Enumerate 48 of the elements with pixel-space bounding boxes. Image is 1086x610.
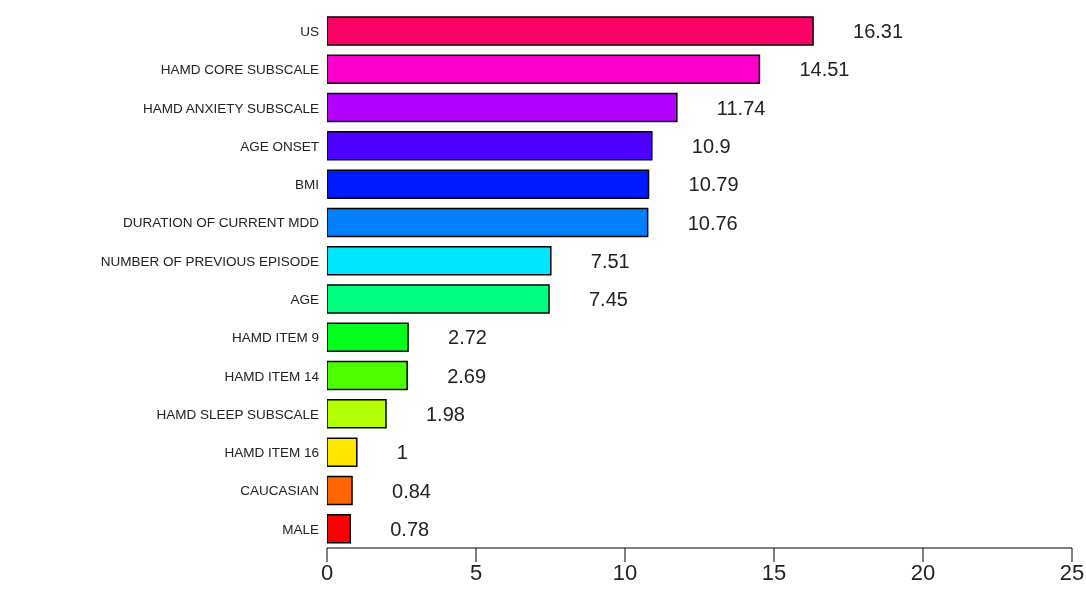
bar [327,360,408,391]
y-tick-label: HAMD ITEM 16 [224,445,319,461]
y-tick-label: BMI [294,177,319,193]
data-label: 1.98 [426,402,465,425]
y-tick-label: HAMD ANXIETY SUBSCALE [142,100,319,116]
bar [327,54,761,85]
data-label: 10.79 [688,173,739,196]
bar [327,437,358,467]
x-tick-label: 0 [320,559,334,585]
y-tick-label: CAUCASIAN [240,483,319,499]
x-tick-label: 5 [469,559,483,585]
y-tick-label: HAMD ITEM 14 [224,368,320,384]
data-label: 10.76 [687,211,738,234]
x-tick-label: 10 [612,559,638,585]
y-tick-label: HAMD CORE SUBSCALE [160,62,319,78]
data-label: 2.72 [448,326,487,349]
data-label: 14.51 [799,58,850,81]
y-tick-label: HAMD SLEEP SUBSCALE [156,406,319,422]
y-tick-label: AGE [290,291,319,307]
bar [327,92,678,123]
bar [327,245,552,276]
x-tick-label: 20 [910,559,936,585]
y-tick-label: AGE ONSET [240,138,319,154]
data-label: 7.51 [590,249,630,272]
data-label: 16.31 [853,20,904,43]
data-label: 0.78 [390,517,430,540]
bar [327,207,649,238]
bar [327,131,653,161]
x-tick-label: 15 [761,559,787,585]
data-label: 11.74 [716,96,766,119]
y-tick-label: DURATION OF CURRENT MDD [123,215,320,231]
data-label: 2.69 [447,364,487,387]
bar [327,399,387,429]
bar [327,513,351,544]
data-label: 0.84 [392,479,431,502]
bar [327,322,409,353]
bar [327,16,814,46]
x-tick-label: 25 [1059,559,1085,585]
data-label: 10.9 [691,134,731,157]
y-tick-label: NUMBER OF PREVIOUS EPISODE [100,253,319,269]
y-tick-label: HAMD ITEM 9 [231,330,319,346]
bar [327,169,650,199]
bar [327,475,353,506]
y-tick-label: US [300,23,319,39]
y-tick-label: MALE [282,521,319,537]
data-label: 7.45 [589,288,628,311]
data-label: 1 [396,441,408,464]
bar [327,284,550,314]
